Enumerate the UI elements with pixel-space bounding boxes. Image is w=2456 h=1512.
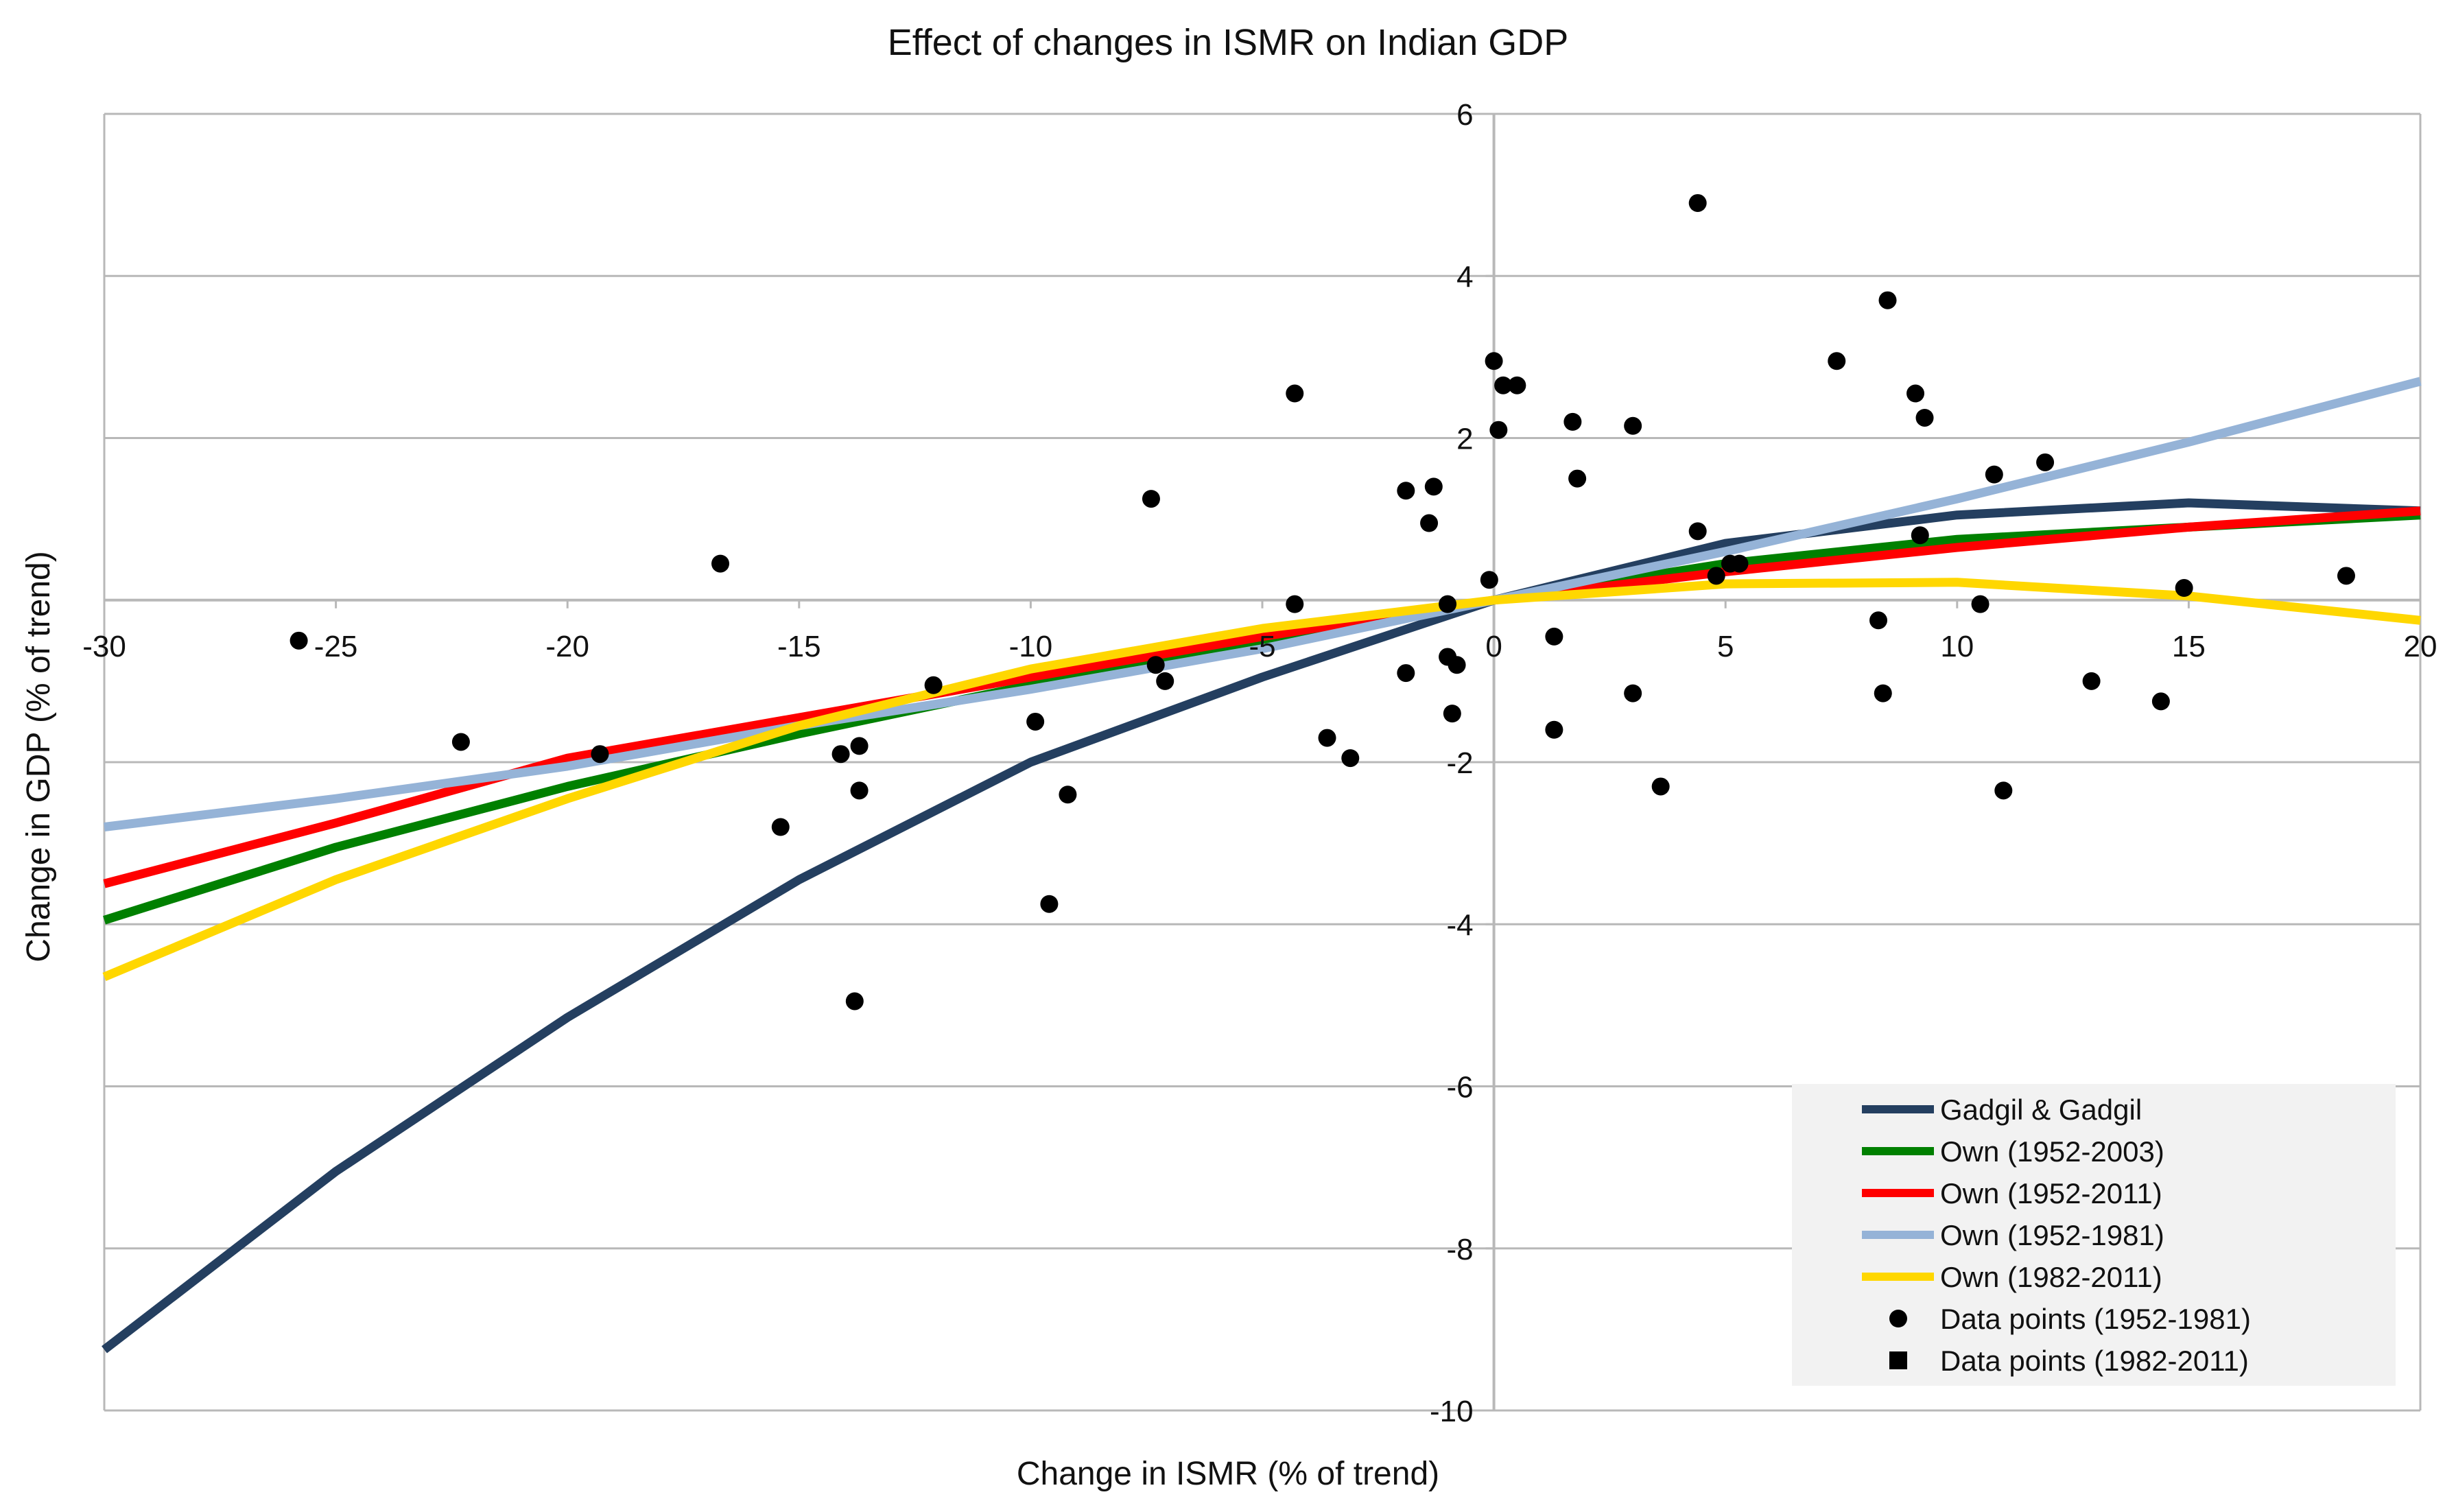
data-point-circle xyxy=(1485,352,1503,370)
x-tick-label: -10 xyxy=(1009,630,1053,663)
x-axis-label: Change in ISMR (% of trend) xyxy=(1017,1456,1439,1492)
x-tick-label: -15 xyxy=(777,630,821,663)
data-point-circle xyxy=(1545,627,1563,646)
legend-label: Data points (1952-1981) xyxy=(1940,1303,2251,1335)
data-point-circle xyxy=(1480,571,1498,589)
data-point-circle xyxy=(1448,656,1466,674)
y-tick-label: -2 xyxy=(1446,746,1473,780)
data-point-circle xyxy=(1424,477,1443,496)
legend-label: Own (1952-2003) xyxy=(1940,1135,2164,1168)
data-point-circle xyxy=(2337,567,2355,585)
x-tick-label: 5 xyxy=(1717,630,1734,663)
x-tick-label: 0 xyxy=(1485,630,1502,663)
data-point-circle xyxy=(1142,490,1160,508)
data-point-circle xyxy=(1906,384,1925,403)
data-point-circle xyxy=(1568,469,1587,488)
data-point-circle xyxy=(1156,672,1174,690)
legend-swatch-circle xyxy=(1889,1310,1907,1327)
y-tick-label: -8 xyxy=(1446,1233,1473,1266)
data-point-circle xyxy=(1624,684,1642,702)
data-point-circle xyxy=(1730,554,1749,573)
y-tick-label: 2 xyxy=(1456,423,1473,456)
y-tick-label: 4 xyxy=(1456,260,1473,294)
data-point-circle xyxy=(1545,720,1563,739)
data-point-circle xyxy=(1869,611,1888,630)
data-point-circle xyxy=(591,745,609,764)
data-point-circle xyxy=(1994,781,2013,800)
data-point-circle xyxy=(1489,421,1508,439)
x-tick-label: 10 xyxy=(1940,630,1974,663)
data-point-circle xyxy=(1286,595,1304,613)
data-point-circle xyxy=(1911,526,1929,545)
data-point-circle xyxy=(831,745,850,764)
data-point-circle xyxy=(1688,193,1707,212)
data-point-circle xyxy=(1420,514,1439,532)
data-point-circle xyxy=(1828,352,1846,370)
data-point-circle xyxy=(1286,384,1304,403)
legend-label: Own (1952-1981) xyxy=(1940,1219,2164,1251)
data-point-circle xyxy=(1439,595,1457,613)
data-point-circle xyxy=(924,676,943,694)
x-tick-label: -25 xyxy=(314,630,358,663)
series-line-4 xyxy=(102,578,2421,981)
data-point-circle xyxy=(2151,692,2170,711)
x-tick-label: -5 xyxy=(1249,630,1275,663)
data-point-circle xyxy=(1624,416,1642,435)
data-point-circle xyxy=(1874,684,1892,702)
data-point-circle xyxy=(1318,729,1336,747)
data-point-circle xyxy=(1397,664,1415,683)
data-point-circle xyxy=(1971,595,1989,613)
y-tick-label: -10 xyxy=(1430,1395,1474,1428)
legend-label: Gadgil & Gadgil xyxy=(1940,1094,2142,1126)
data-point-circle xyxy=(451,733,470,751)
x-tick-label: -20 xyxy=(545,630,589,663)
series-line-0 xyxy=(102,498,2421,1354)
data-point-circle xyxy=(1651,777,1670,796)
data-point-circle xyxy=(1508,376,1526,394)
legend-label: Data points (1982-2011) xyxy=(1940,1345,2249,1377)
data-point-circle xyxy=(771,818,790,836)
y-axis-label: Change in GDP (% of trend) xyxy=(21,551,57,962)
data-point-circle xyxy=(1915,408,1934,427)
legend-swatch-square xyxy=(1889,1351,1907,1369)
legend-label: Own (1982-2011) xyxy=(1940,1261,2162,1293)
y-tick-label: -4 xyxy=(1446,908,1473,942)
data-point-circle xyxy=(1397,482,1415,500)
x-tick-label: 15 xyxy=(2172,630,2206,663)
y-tick-label: -6 xyxy=(1446,1071,1473,1105)
data-point-circle xyxy=(850,781,869,800)
data-point-circle xyxy=(1040,895,1059,913)
data-point-circle xyxy=(1707,567,1725,585)
data-point-circle xyxy=(2036,453,2055,471)
legend-label: Own (1952-2011) xyxy=(1940,1177,2162,1209)
data-point-circle xyxy=(2082,672,2101,690)
data-point-circle xyxy=(1146,656,1165,674)
data-point-circle xyxy=(850,737,869,755)
data-point-circle xyxy=(290,631,308,650)
x-tick-label: -30 xyxy=(82,630,126,663)
data-point-circle xyxy=(2175,579,2193,598)
chart-title: Effect of changes in ISMR on Indian GDP xyxy=(888,22,1569,63)
data-point-circle xyxy=(1878,291,1897,309)
data-point-circle xyxy=(845,992,864,1011)
data-point-circle xyxy=(1341,749,1360,768)
data-point-circle xyxy=(1443,705,1461,723)
legend: Gadgil & Gadgil Own (1952-2003) Own (1952-… xyxy=(1792,1084,2396,1386)
data-point-circle xyxy=(1494,376,1513,394)
data-point-circle xyxy=(1026,712,1045,731)
x-tick-label: 20 xyxy=(2404,630,2437,663)
data-point-circle xyxy=(711,554,730,573)
data-point-circle xyxy=(1985,465,2003,484)
data-point-circle xyxy=(1059,785,1077,804)
data-point-circle xyxy=(1563,412,1582,431)
series-line-3 xyxy=(104,377,2422,831)
y-tick-label: 6 xyxy=(1456,98,1473,132)
data-point-circle xyxy=(1688,522,1707,541)
